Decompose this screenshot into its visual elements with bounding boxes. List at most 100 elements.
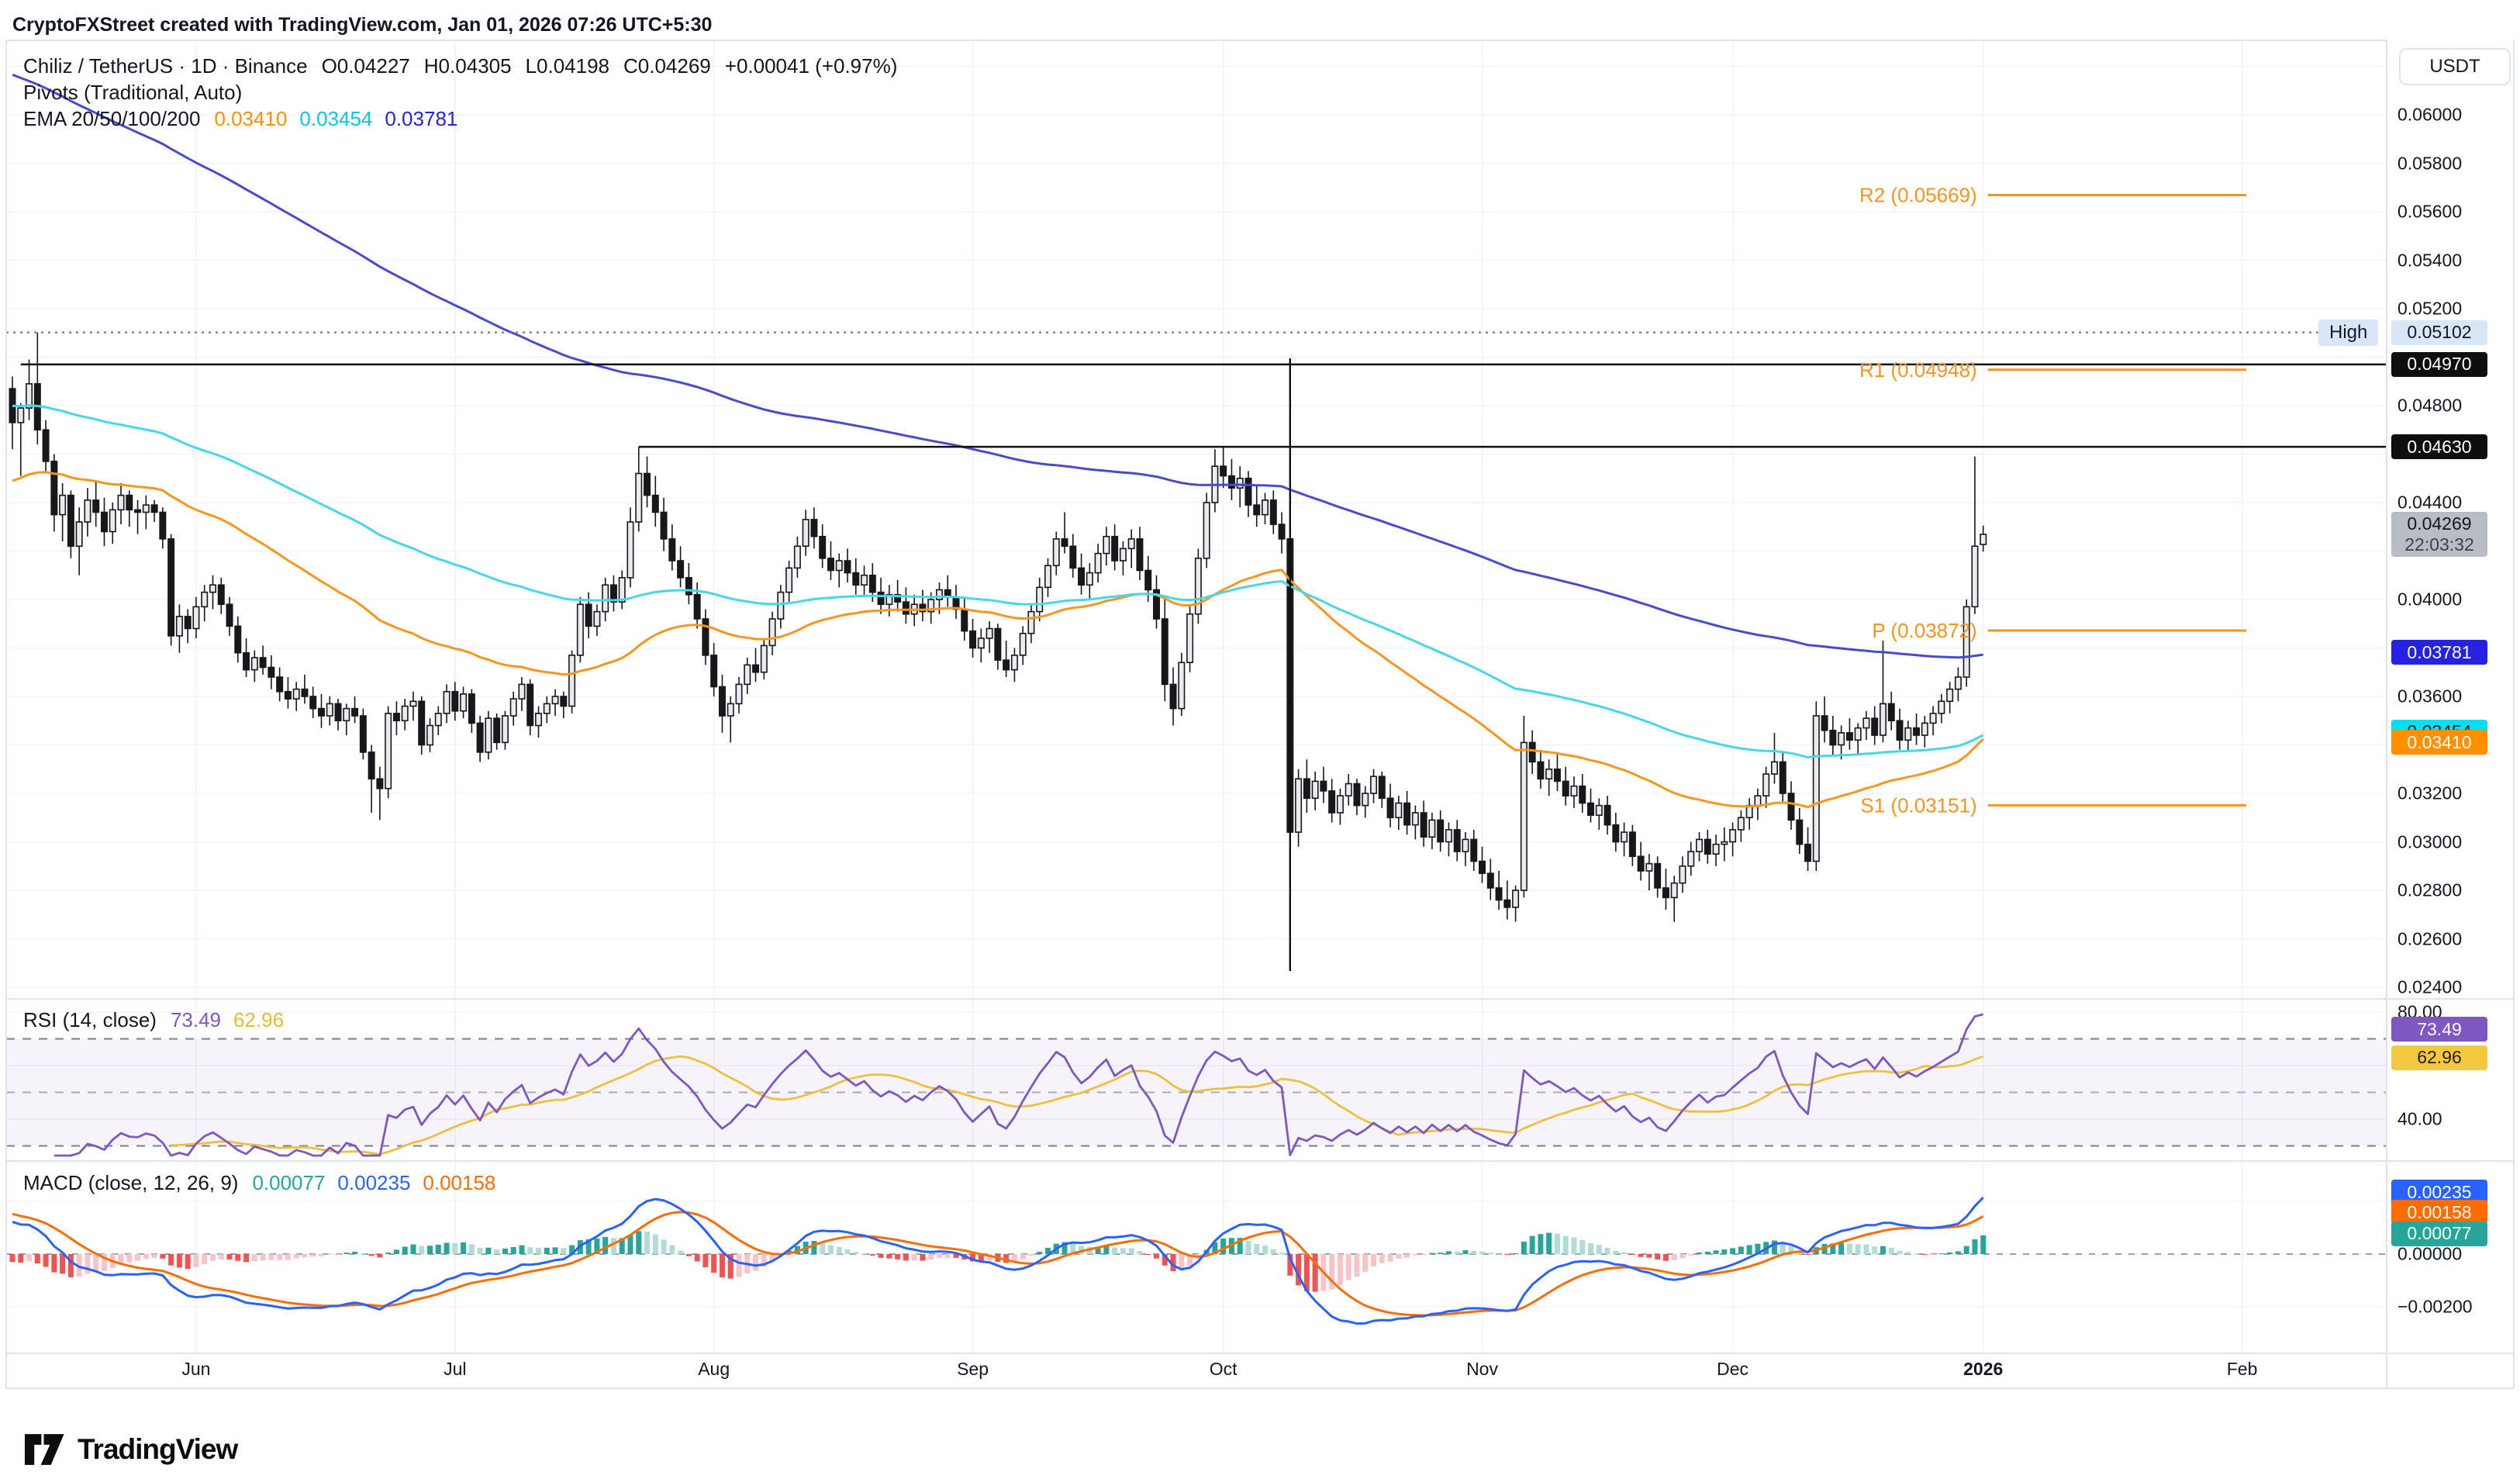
macd-histogram-bar [1872,1246,1878,1254]
macd-histogram-bar [385,1253,392,1254]
macd-histogram-bar [1955,1251,1961,1254]
candle-body [250,657,258,671]
candle-body [877,591,885,606]
macd-histogram-bar [652,1234,658,1254]
candle-body [1570,785,1578,796]
time-axis-label-Aug: Aug [698,1359,730,1379]
macd-histogram-bar [1212,1242,1218,1254]
candle-body [1938,700,1945,714]
axis-price-chip: 62.96 [2391,1045,2487,1070]
candle-body [109,509,116,533]
candle-body [1971,545,1979,608]
candle-body [651,494,659,513]
macd-histogram-bar [235,1254,241,1261]
macd-histogram-bar [944,1254,951,1258]
macd-histogram-bar [1120,1248,1126,1254]
price-axis-tick: 0.05600 [2397,201,2463,222]
macd-histogram-bar [1655,1254,1661,1260]
candle-body [1737,817,1745,831]
candle-body [67,494,74,548]
candle-body [1453,829,1461,852]
macd-histogram-bar [1070,1243,1076,1254]
candle-body [986,627,993,639]
candle-body [1929,713,1937,724]
candle-body [1486,872,1494,889]
candle-body [593,610,601,627]
macd-histogram-bar [1095,1246,1101,1254]
price-axis-tick: 0.03000 [2397,831,2463,852]
tradingview-brand[interactable]: TradingView [23,1432,238,1467]
candle-body [17,407,25,423]
macd-histogram-bar [644,1231,651,1254]
macd-histogram-bar [1604,1247,1610,1254]
candle-body [710,655,718,688]
candle-body [1904,727,1912,741]
price-axis-tick: 0.05400 [2397,250,2463,270]
pivots-legend-label: Pivots (Traditional, Auto) [23,81,243,104]
macd-histogram-bar [1662,1254,1669,1261]
candle-body [1838,732,1845,746]
candle-body [42,429,50,462]
macd-histogram-bar [1296,1254,1302,1286]
candle-body [1512,890,1520,908]
candle-body [1603,804,1611,826]
candle-body [167,538,175,637]
candle-body [810,519,818,537]
macd-histogram-bar [861,1253,868,1255]
candle-body [126,494,133,511]
candle-body [1754,795,1762,807]
pivot-label: R2 (0.05669) [1859,183,1977,206]
candle-body [1262,499,1269,516]
axis-price-chip: 0.03410 [2391,730,2487,755]
macd-histogram-bar [1312,1254,1318,1292]
macd-histogram-bar [1379,1254,1385,1263]
macd-histogram-bar [1170,1254,1176,1272]
ema-legend-values: 0.03410 0.03454 0.03781 [214,107,457,131]
candle-body [334,703,342,722]
macd-histogram-bar [1037,1252,1043,1254]
candle-body [1010,655,1018,671]
currency-toggle-button[interactable]: USDT [2399,48,2511,85]
candle-body [26,383,33,409]
candle-body [276,676,284,693]
candle-body [1370,776,1378,794]
macd-histogram-bar [1145,1254,1151,1255]
macd-histogram-bar [1011,1254,1017,1263]
candle-body [802,519,810,548]
macd-histogram-bar [1554,1233,1560,1254]
macd-histogram-bar [352,1252,358,1254]
macd-histogram-bar [911,1254,917,1261]
macd-histogram-bar [326,1254,333,1255]
macd-histogram-bar [928,1254,934,1260]
macd-histogram-bar [794,1246,800,1254]
candle-body [585,603,592,627]
candle-body [1178,662,1186,710]
candle-body [576,603,584,656]
candle-body [509,698,517,717]
macd-histogram-bar [536,1247,542,1254]
candle-body [543,703,551,714]
candle-body [1119,548,1127,562]
candle-body [1954,676,1962,690]
macd-histogram-bar [151,1254,157,1258]
macd-histogram-bar [377,1254,383,1258]
macd-histogram-bar [477,1247,483,1254]
macd-histogram-bar [1579,1240,1586,1254]
candle-body [1328,790,1336,814]
candle-body [1278,523,1286,540]
macd-histogram-bar [1788,1246,1794,1254]
candle-body [1628,831,1636,858]
price-axis-tick: 0.05800 [2397,153,2463,173]
candle-body [1362,793,1369,807]
macd-histogram-bar [168,1254,174,1266]
macd-histogram-bar [895,1254,901,1259]
macd-axis-tick: 0.00000 [2397,1243,2463,1264]
macd-histogram-bar [1897,1250,1903,1254]
candle-body [1103,535,1110,555]
ohlc-close: C0.04269 [623,54,711,78]
macd-histogram-bar [1880,1246,1886,1254]
macd-histogram-bar [1805,1254,1811,1255]
candle-body [1428,819,1436,838]
